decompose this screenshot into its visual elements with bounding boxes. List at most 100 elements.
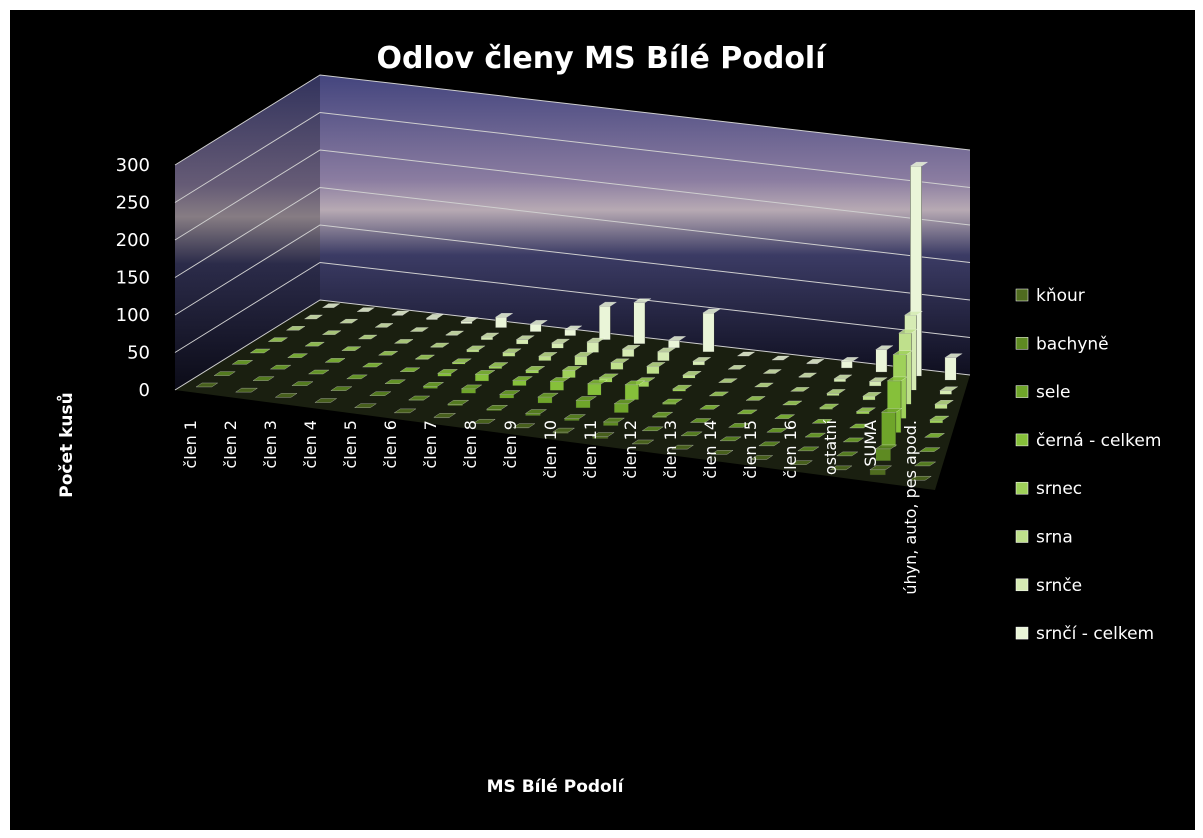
legend-label: bachyně	[1036, 334, 1109, 354]
legend-label: kňour	[1036, 286, 1085, 306]
bar	[834, 379, 846, 382]
bar	[668, 340, 679, 348]
legend-swatch	[1016, 337, 1028, 349]
x-tick-label: člen 14	[701, 420, 720, 479]
bar	[487, 409, 502, 411]
legend-swatch	[1016, 482, 1028, 494]
bar	[869, 382, 881, 387]
legend-swatch	[1016, 627, 1028, 639]
y-tick-label: 200	[116, 230, 150, 251]
legend-label: srnec	[1036, 479, 1082, 499]
legend-swatch	[1016, 289, 1028, 301]
bar	[940, 391, 952, 395]
bar	[614, 404, 628, 413]
bar	[930, 420, 943, 423]
legend-label: srnče	[1036, 576, 1082, 596]
bar	[673, 389, 686, 391]
bar	[489, 367, 502, 369]
bar	[870, 470, 886, 475]
x-tick-label: člen 2	[221, 420, 240, 469]
x-tick-label: člen 7	[421, 420, 440, 469]
bar	[516, 340, 528, 345]
bar	[539, 356, 552, 361]
bar	[503, 353, 516, 357]
bar	[863, 396, 876, 400]
bar	[526, 370, 539, 373]
legend-swatch	[1016, 579, 1028, 591]
bar	[856, 412, 869, 414]
bar	[634, 303, 645, 344]
x-tick-label: člen 1	[181, 420, 200, 469]
x-tick-label: člen 9	[501, 420, 520, 469]
x-tick-label: člen 13	[661, 420, 680, 479]
bar	[587, 384, 601, 395]
y-tick-label: 100	[116, 305, 150, 326]
x-tick-label: člen 15	[741, 420, 760, 479]
bar	[881, 412, 895, 447]
x-tick-label: člen 16	[781, 420, 800, 479]
bar	[647, 366, 660, 374]
bar	[426, 318, 437, 320]
bar	[611, 363, 624, 370]
x-tick-label: člen 3	[261, 420, 280, 469]
bar	[564, 419, 579, 421]
bar	[438, 373, 452, 376]
bar	[525, 414, 540, 416]
x-tick-label: člen 11	[581, 420, 600, 479]
legend-swatch	[1016, 434, 1028, 446]
bar	[622, 349, 634, 357]
chart-title: Odlov členy MS Bílé Podolí	[376, 41, 827, 76]
bar	[423, 386, 437, 388]
bar	[530, 324, 541, 332]
bar	[693, 361, 705, 365]
x-tick-label: úhyn, auto, pes apod.	[901, 420, 920, 595]
bar	[876, 350, 887, 373]
bar	[841, 361, 852, 368]
bar	[467, 350, 480, 352]
bar	[945, 358, 956, 381]
legend-swatch	[1016, 531, 1028, 543]
bar	[500, 395, 514, 399]
y-tick-label: 0	[139, 380, 150, 401]
chart: Odlov členy MS Bílé Podolí MS Bílé Podol…	[0, 0, 1203, 834]
y-tick-label: 150	[116, 268, 150, 289]
y-tick-label: 50	[127, 343, 150, 364]
bar	[625, 385, 639, 400]
x-tick-label: člen 5	[341, 420, 360, 469]
bar	[452, 363, 465, 365]
bar	[550, 381, 564, 390]
bar	[683, 375, 696, 378]
bar	[819, 408, 832, 410]
x-tick-label: ostatní	[821, 419, 840, 475]
legend-swatch	[1016, 386, 1028, 398]
legend-label: sele	[1036, 383, 1071, 403]
bar	[587, 342, 599, 353]
bar	[576, 400, 590, 408]
x-tick-label: člen 4	[301, 420, 320, 469]
y-tick-label: 300	[116, 155, 150, 176]
bar	[461, 389, 475, 394]
bar	[481, 337, 493, 340]
legend-label: černá - celkem	[1036, 431, 1161, 451]
bar	[599, 306, 610, 340]
x-axis-title: MS Bílé Podolí	[487, 777, 625, 797]
x-tick-label: člen 10	[541, 420, 560, 479]
bar	[703, 313, 714, 352]
y-axis-title: Počet kusů	[55, 392, 77, 497]
bar	[495, 317, 506, 328]
bar	[662, 403, 676, 405]
x-tick-label: člen 6	[381, 420, 400, 469]
bar	[657, 352, 669, 361]
page: {"chart_data": {"type": "bar3d", "title"…	[0, 0, 1203, 838]
bar	[603, 422, 618, 426]
x-tick-label: člen 8	[461, 420, 480, 469]
bar	[562, 370, 575, 378]
bar	[538, 397, 552, 403]
bar	[935, 404, 948, 409]
bar	[552, 343, 564, 348]
bar	[827, 393, 840, 395]
bar	[461, 322, 472, 324]
legend-label: srnčí - celkem	[1036, 624, 1154, 644]
bar	[565, 330, 576, 336]
x-tick-label: SUMA	[861, 420, 880, 467]
